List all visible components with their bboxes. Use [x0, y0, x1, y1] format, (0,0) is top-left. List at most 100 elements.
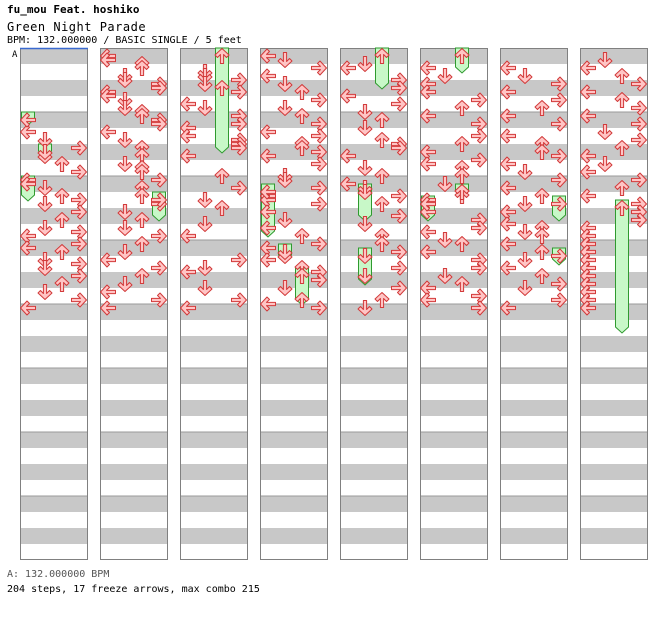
freeze-head-down	[357, 248, 373, 264]
freeze-head-up	[294, 268, 310, 284]
beat-stripe	[260, 80, 328, 96]
beat-stripe	[580, 496, 648, 512]
step-arrow-up	[374, 236, 390, 252]
step-arrow-right	[391, 140, 407, 156]
beat-stripe	[340, 208, 408, 224]
beat-stripe	[580, 304, 648, 320]
step-arrow-left	[500, 260, 516, 276]
chart-column	[180, 48, 248, 560]
beat-stripe	[340, 80, 408, 96]
beat-stripe	[260, 496, 328, 512]
beat-stripe	[580, 144, 648, 160]
beat-stripe	[580, 48, 648, 64]
step-arrow-right	[231, 140, 247, 156]
beat-stripe	[100, 528, 168, 544]
step-arrow-up	[454, 100, 470, 116]
beat-stripe	[420, 368, 488, 384]
beat-stripe	[420, 336, 488, 352]
step-arrow-right	[551, 172, 567, 188]
step-arrow-right	[471, 288, 487, 304]
step-arrow-right	[391, 96, 407, 112]
step-arrow-up	[374, 112, 390, 128]
beat-stripe	[580, 336, 648, 352]
beat-stripe	[20, 112, 88, 128]
step-arrow-left	[100, 88, 116, 104]
step-arrow-up	[134, 108, 150, 124]
step-arrow-left	[340, 176, 356, 192]
beat-stripe	[420, 432, 488, 448]
beat-stripe	[20, 464, 88, 480]
beat-stripe	[20, 432, 88, 448]
song-title: Green Night Parade	[7, 20, 147, 34]
step-arrow-up	[534, 228, 550, 244]
step-arrow-left	[500, 300, 516, 316]
step-arrow-down	[437, 68, 453, 84]
beat-stripe	[20, 336, 88, 352]
beat-stripe	[340, 176, 408, 192]
step-arrow-right	[151, 172, 167, 188]
chart-column	[580, 48, 648, 560]
beat-stripe	[420, 496, 488, 512]
step-arrow-right	[551, 292, 567, 308]
step-arrow-up	[534, 268, 550, 284]
chart-column	[420, 48, 488, 560]
step-arrow-right	[631, 100, 647, 116]
step-arrow-left	[100, 252, 116, 268]
chart-column	[500, 48, 568, 560]
beat-stripe	[100, 400, 168, 416]
step-arrow-down	[117, 276, 133, 292]
step-arrow-down	[597, 52, 613, 68]
beat-stripe	[260, 208, 328, 224]
step-arrow-left	[180, 300, 196, 316]
step-arrow-left	[260, 124, 276, 140]
beat-stripe	[260, 368, 328, 384]
step-arrow-right	[231, 84, 247, 100]
step-arrow-down	[37, 220, 53, 236]
beat-stripe	[500, 336, 568, 352]
step-arrow-up	[134, 188, 150, 204]
step-arrow-up	[454, 276, 470, 292]
step-arrow-down	[357, 216, 373, 232]
beat-stripe	[180, 272, 248, 288]
step-arrow-up	[374, 132, 390, 148]
freeze-head-right	[551, 196, 567, 212]
beat-stripe	[100, 496, 168, 512]
beat-stripe	[100, 144, 168, 160]
step-arrow-right	[471, 260, 487, 276]
beat-stripe	[340, 528, 408, 544]
step-arrow-left	[420, 244, 436, 260]
beat-stripe	[180, 240, 248, 256]
step-arrow-right	[551, 92, 567, 108]
beat-stripe	[340, 336, 408, 352]
step-arrow-up	[534, 188, 550, 204]
step-arrow-left	[580, 188, 596, 204]
beat-stripe	[20, 176, 88, 192]
step-arrow-right	[311, 128, 327, 144]
step-arrow-right	[551, 76, 567, 92]
beat-stripe	[180, 304, 248, 320]
step-arrow-left	[420, 292, 436, 308]
beat-stripe	[260, 336, 328, 352]
step-arrow-left	[500, 128, 516, 144]
step-arrow-down	[37, 180, 53, 196]
step-arrow-up	[614, 92, 630, 108]
step-arrow-down	[517, 196, 533, 212]
step-arrow-right	[311, 196, 327, 212]
step-arrow-left	[420, 60, 436, 76]
step-arrow-right	[71, 256, 87, 272]
step-arrow-right	[471, 220, 487, 236]
step-arrow-right	[631, 172, 647, 188]
step-arrow-down	[277, 100, 293, 116]
freeze-arrow	[615, 199, 629, 334]
step-arrow-left	[580, 60, 596, 76]
step-arrow-left	[260, 252, 276, 268]
beat-stripe	[180, 48, 248, 64]
step-arrow-up	[534, 100, 550, 116]
beat-stripe	[20, 368, 88, 384]
step-arrow-left	[580, 148, 596, 164]
step-arrow-right	[391, 80, 407, 96]
beat-stripe	[260, 48, 328, 64]
step-arrow-up	[614, 68, 630, 84]
beat-stripe	[100, 368, 168, 384]
